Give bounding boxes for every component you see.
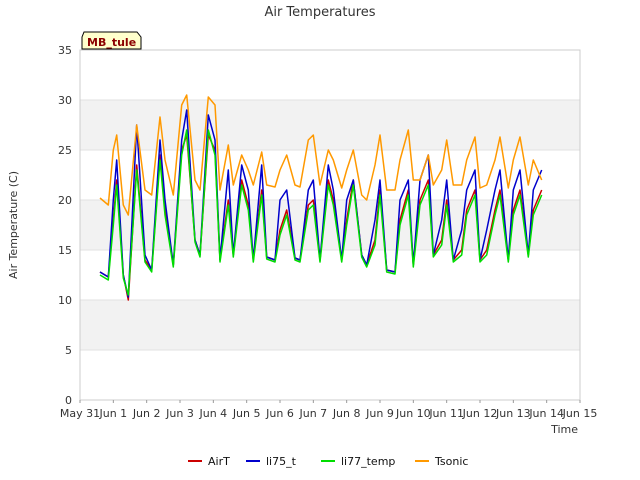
y-tick-label: 15 [58,244,72,257]
y-tick-label: 20 [58,194,72,207]
x-tick-label: Jun 13 [495,407,531,420]
x-tick-label: Jun 8 [332,407,361,420]
y-tick-label: 25 [58,144,72,157]
x-tick-label: Jun 9 [365,407,394,420]
x-tick-label: Jun 1 [98,407,127,420]
station-badge-label: MB_tule [87,36,136,49]
plot-area-border [79,49,581,401]
legend: AirT li75_t li77_temp Tsonic [188,455,468,468]
legend-label: li77_temp [341,455,395,468]
x-tick-label: Jun 11 [428,407,464,420]
x-axis-label: Time [550,423,578,436]
y-axis-ticks: 0 5 10 15 20 25 30 35 [58,44,72,407]
station-badge: MB_tule [81,31,142,50]
background-band [80,100,580,150]
chart-title: Air Temperatures [264,5,375,20]
x-axis-ticks: May 31 Jun 1 Jun 2 Jun 3 Jun 4 Jun 5 Jun 6 Jun … [60,400,597,420]
x-tick-label: Jun 7 [298,407,327,420]
station-badge-shape [81,31,142,50]
series-layer [99,94,543,301]
y-tick-label: 10 [58,294,72,307]
legend-label: Tsonic [434,455,468,468]
x-tick-label: Jun 15 [562,407,598,420]
x-tick-label: Jun 2 [132,407,161,420]
legend-label: AirT [208,455,230,468]
y-tick-label: 0 [65,394,72,407]
x-tick-label: Jun 14 [528,407,564,420]
series-line-tsonic [99,94,543,216]
series-line-li77-temp [99,129,543,296]
background-band [80,350,580,400]
x-tick-label: Jun 4 [198,407,227,420]
y-tick-label: 35 [58,44,72,57]
x-tick-label: Jun 6 [265,407,294,420]
x-tick-label: Jun 10 [395,407,431,420]
y-axis-label: Air Temperature (C) [7,171,20,279]
background-band [80,300,580,350]
x-tick-label: Jun 3 [165,407,194,420]
x-tick-label: May 31 [60,407,100,420]
y-tick-label: 5 [65,344,72,357]
background-band [80,250,580,300]
y-tick-label: 30 [58,94,72,107]
background-band [80,50,580,100]
x-tick-label: Jun 12 [462,407,498,420]
x-tick-label: Jun 5 [232,407,261,420]
legend-label: li75_t [266,455,297,468]
